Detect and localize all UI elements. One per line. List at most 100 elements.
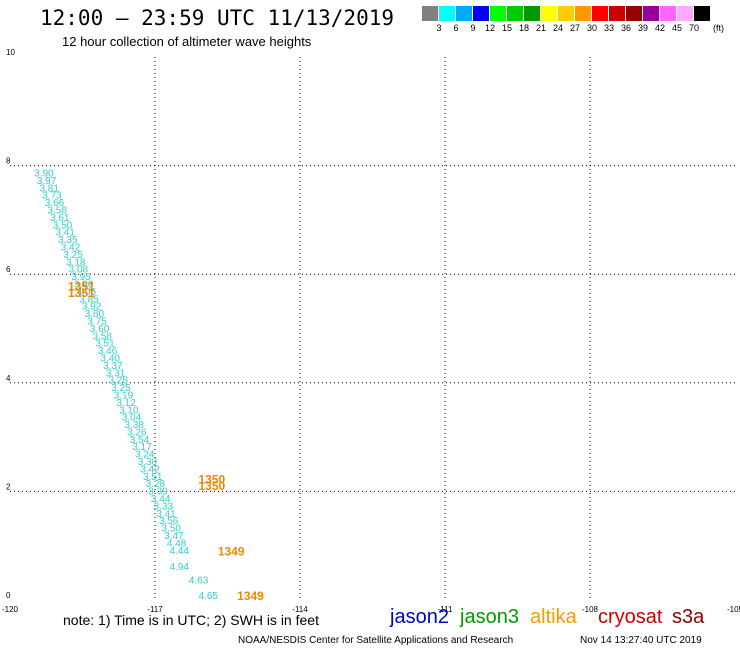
swh-value: 3.92	[82, 302, 102, 313]
swh-value: 3.90	[34, 168, 54, 179]
colorbar-swatch	[422, 6, 439, 21]
swh-value: 3.25	[63, 250, 83, 261]
colorbar-label: 42	[654, 23, 666, 33]
colorbar-labels: 3 6 9 12 15 18 21 24 27 30 33 36 39 42 45 70	[422, 23, 740, 35]
colorbar-label: 15	[501, 23, 513, 33]
time-label: 1349	[237, 589, 264, 603]
swh-value: 3.38	[124, 420, 144, 431]
swh-value: 3.44	[151, 494, 171, 505]
colorbar-label: 18	[518, 23, 530, 33]
swh-value: 3.28	[108, 376, 128, 387]
swh-value: 3.51	[95, 339, 115, 350]
swh-value: 3.58	[93, 331, 113, 342]
colorbar-swatch	[524, 6, 541, 21]
time-label: 1349	[218, 544, 245, 558]
colorbar-label: 21	[535, 23, 547, 33]
y-tick-label: 2	[6, 482, 11, 491]
swh-value: 3.51	[143, 472, 163, 483]
colorbar-label: 45	[671, 23, 683, 33]
swh-value: 3.17	[132, 442, 152, 453]
y-tick-label: 10	[6, 48, 15, 57]
swh-value: 3.42	[61, 242, 81, 253]
x-tick-label: -120	[2, 605, 19, 614]
colorbar-swatch	[694, 6, 711, 21]
swh-track: 3.903.973.813.733.663.583.613.503.413.35…	[34, 168, 218, 601]
y-tick-label: 8	[6, 157, 11, 166]
swh-value: 3.35	[58, 235, 78, 246]
swh-value: 3.04	[122, 413, 142, 424]
y-tick-label: 4	[6, 374, 11, 383]
colorbar-swatch	[541, 6, 558, 21]
swh-value: 3.30	[138, 457, 158, 468]
swh-value: 4.94	[170, 562, 190, 573]
x-tick-label: -105	[727, 605, 740, 614]
satellite-altika: altika	[530, 606, 577, 628]
colorbar-swatch	[558, 6, 575, 21]
swh-value: 3.25	[111, 383, 131, 394]
y-tick-label: 0	[6, 591, 11, 600]
colorbar-swatch	[643, 6, 660, 21]
swh-value: 3.66	[45, 198, 65, 209]
colorbar-unit: (ft)	[713, 23, 724, 33]
swh-value: 3.60	[90, 324, 110, 335]
swh-value: 3.61	[50, 213, 70, 224]
swh-value: 3.33	[154, 501, 174, 512]
swh-value: 3.56	[159, 516, 179, 527]
colorbar-label: 30	[586, 23, 598, 33]
swh-value: 3.81	[39, 183, 59, 194]
colorbar-label: 33	[603, 23, 615, 33]
swh-value: 4.44	[170, 546, 190, 557]
colorbar-swatch	[609, 6, 626, 21]
y-tick-label: 6	[6, 265, 11, 274]
swh-value: 3.80	[85, 309, 105, 320]
swh-value: 3.50	[53, 220, 73, 231]
colorbar-swatch	[575, 6, 592, 21]
time-label: 1350	[199, 479, 226, 493]
colorbar-swatch	[626, 6, 643, 21]
time-label: 1351	[68, 279, 95, 293]
colorbar-swatch	[456, 6, 473, 21]
swh-value: 4.05	[77, 287, 97, 298]
time-label: 1351	[68, 286, 95, 300]
swh-value: 3.50	[162, 524, 182, 535]
colorbar-label: 6	[453, 23, 459, 33]
x-tick-label: -114	[292, 605, 308, 614]
swh-value: 3.18	[66, 257, 86, 268]
swh-value: 3.54	[130, 435, 150, 446]
swh-value: 3.40	[101, 353, 121, 364]
page-subtitle: 12 hour collection of altimeter wave hei…	[62, 34, 312, 49]
footer-credit: NOAA/NESDIS Center for Satellite Applica…	[238, 635, 514, 646]
colorbar-label: 39	[637, 23, 649, 33]
swh-value: 3.08	[69, 265, 89, 276]
swh-value: 3.90	[74, 279, 94, 290]
swh-value: 3.47	[164, 531, 184, 542]
swh-value: 3.46	[98, 346, 118, 357]
x-tick-label: -108	[582, 605, 599, 614]
swh-value: 3.19	[114, 390, 134, 401]
colorbar-label: 36	[620, 23, 632, 33]
colorbar	[422, 6, 711, 21]
colorbar-swatch	[473, 6, 490, 21]
colorbar-label: 12	[484, 23, 496, 33]
page-title: 12:00 – 23:59 UTC 11/13/2019	[40, 6, 395, 30]
map-grid	[10, 57, 735, 600]
swh-value: 3.26	[127, 427, 147, 438]
swh-value: 3.97	[37, 176, 57, 187]
colorbar-swatch	[439, 6, 456, 21]
colorbar-label: 27	[569, 23, 581, 33]
swh-value: 3.12	[116, 398, 136, 409]
map-tick-labels: -120 -117 -114 -111 -108 -105 0 2 4 6 8 10	[2, 48, 740, 614]
swh-value: 3.73	[42, 191, 62, 202]
satellite-jason2: jason2	[390, 606, 449, 628]
footer-note: note: 1) Time is in UTC; 2) SWH is in fe…	[63, 612, 319, 628]
colorbar-swatch	[592, 6, 609, 21]
swh-value: 3.41	[55, 228, 75, 239]
colorbar-swatch	[490, 6, 507, 21]
colorbar-swatch	[677, 6, 694, 21]
colorbar-label: 24	[552, 23, 564, 33]
swh-value: 3.41	[156, 509, 176, 520]
swh-value: 3.37	[103, 361, 123, 372]
colorbar-label: 9	[470, 23, 476, 33]
colorbar-label: 3	[436, 23, 442, 33]
